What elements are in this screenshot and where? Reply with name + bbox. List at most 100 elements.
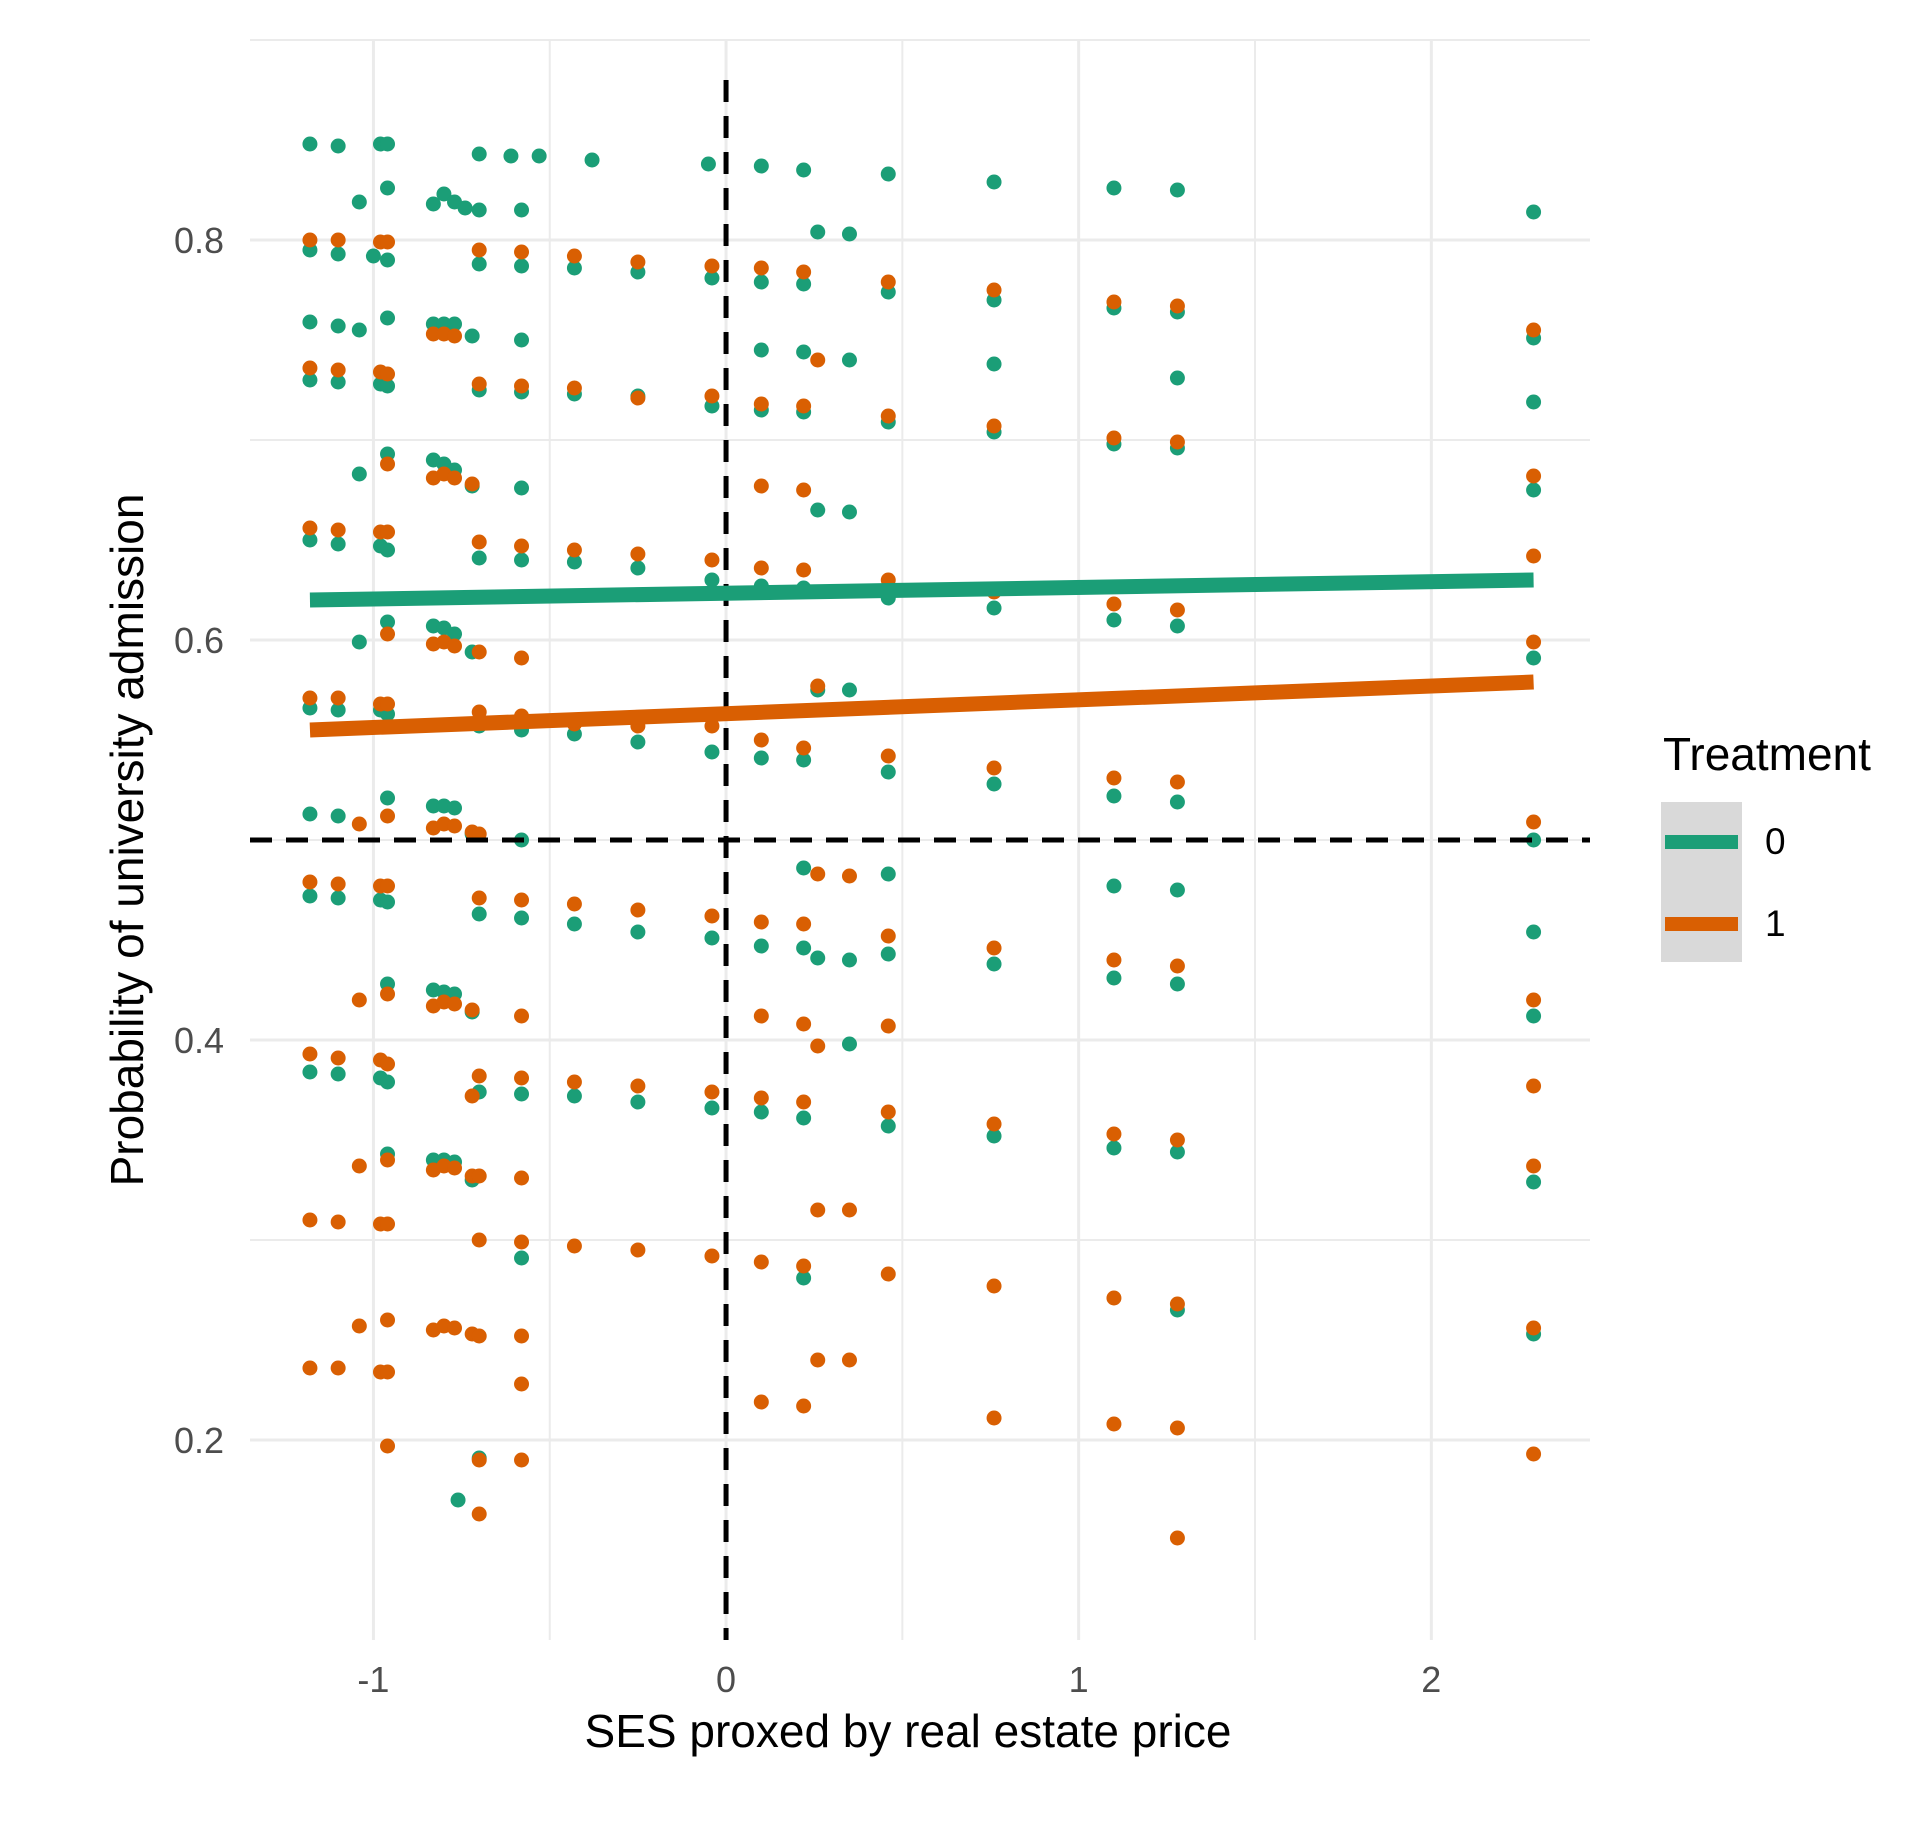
point-series-0 xyxy=(457,200,473,216)
point-series-0 xyxy=(531,148,547,164)
point-series-1 xyxy=(471,1506,487,1522)
point-series-1 xyxy=(330,1360,346,1376)
point-series-1 xyxy=(471,1068,487,1084)
point-series-1 xyxy=(630,390,646,406)
point-series-0 xyxy=(566,1088,582,1104)
point-series-0 xyxy=(796,1110,812,1126)
point-series-1 xyxy=(986,282,1002,298)
point-series-0 xyxy=(566,916,582,932)
point-series-1 xyxy=(566,542,582,558)
point-series-0 xyxy=(1169,794,1185,810)
point-series-1 xyxy=(1169,1420,1185,1436)
point-series-1 xyxy=(302,874,318,890)
point-series-1 xyxy=(880,1018,896,1034)
point-series-0 xyxy=(380,252,396,268)
point-series-1 xyxy=(464,1002,480,1018)
point-series-0 xyxy=(514,1250,530,1266)
point-series-0 xyxy=(810,224,826,240)
point-series-0 xyxy=(986,356,1002,372)
point-series-1 xyxy=(464,476,480,492)
point-series-0 xyxy=(471,256,487,272)
point-series-0 xyxy=(464,328,480,344)
point-series-1 xyxy=(330,362,346,378)
legend-key-background xyxy=(1661,802,1742,962)
point-series-0 xyxy=(796,344,812,360)
point-series-1 xyxy=(986,940,1002,956)
point-series-0 xyxy=(447,800,463,816)
point-series-1 xyxy=(380,366,396,382)
point-series-1 xyxy=(753,1090,769,1106)
point-series-1 xyxy=(880,748,896,764)
point-series-1 xyxy=(1106,770,1122,786)
point-series-1 xyxy=(447,328,463,344)
point-series-0 xyxy=(753,938,769,954)
point-series-0 xyxy=(1169,1144,1185,1160)
point-series-0 xyxy=(1526,924,1542,940)
point-series-1 xyxy=(380,456,396,472)
point-series-1 xyxy=(630,902,646,918)
point-series-1 xyxy=(986,418,1002,434)
point-series-1 xyxy=(704,718,720,734)
point-series-1 xyxy=(796,1258,812,1274)
point-series-0 xyxy=(1526,394,1542,410)
point-series-1 xyxy=(986,1410,1002,1426)
point-series-1 xyxy=(380,878,396,894)
point-series-1 xyxy=(514,1008,530,1024)
point-series-0 xyxy=(1526,832,1542,848)
point-series-0 xyxy=(566,554,582,570)
point-series-1 xyxy=(471,1232,487,1248)
point-series-1 xyxy=(704,1084,720,1100)
point-series-1 xyxy=(514,892,530,908)
point-series-0 xyxy=(351,194,367,210)
point-series-0 xyxy=(841,1036,857,1052)
point-series-0 xyxy=(380,136,396,152)
point-series-1 xyxy=(704,908,720,924)
point-series-1 xyxy=(753,1394,769,1410)
point-series-0 xyxy=(810,502,826,518)
point-series-0 xyxy=(630,1094,646,1110)
point-series-0 xyxy=(514,910,530,926)
point-series-1 xyxy=(630,1078,646,1094)
point-series-0 xyxy=(302,888,318,904)
point-series-1 xyxy=(1526,634,1542,650)
point-series-1 xyxy=(471,376,487,392)
point-series-1 xyxy=(566,1074,582,1090)
x-tick-label: 0 xyxy=(716,1659,736,1700)
point-series-1 xyxy=(1106,294,1122,310)
point-series-1 xyxy=(986,1116,1002,1132)
point-series-1 xyxy=(302,690,318,706)
point-series-1 xyxy=(447,1320,463,1336)
point-series-1 xyxy=(796,562,812,578)
point-series-0 xyxy=(380,542,396,558)
point-series-1 xyxy=(514,1234,530,1250)
point-series-1 xyxy=(380,1438,396,1454)
point-series-1 xyxy=(471,1452,487,1468)
point-series-1 xyxy=(351,1318,367,1334)
y-axis-title: Probability of university admission xyxy=(101,494,153,1187)
point-series-0 xyxy=(1106,180,1122,196)
point-series-1 xyxy=(796,482,812,498)
x-axis-title: SES proxed by real estate price xyxy=(585,1705,1232,1757)
point-series-1 xyxy=(1526,1158,1542,1174)
point-series-0 xyxy=(302,806,318,822)
tick-labels: -1 0 1 2 0.2 0.4 0.6 0.8 xyxy=(174,220,1441,1700)
point-series-0 xyxy=(425,798,441,814)
point-series-1 xyxy=(753,732,769,748)
legend-label-1: 1 xyxy=(1765,903,1786,944)
legend-title: Treatment xyxy=(1663,728,1871,780)
point-series-1 xyxy=(514,1376,530,1392)
point-series-0 xyxy=(880,166,896,182)
point-series-0 xyxy=(447,316,463,332)
point-series-1 xyxy=(514,1328,530,1344)
point-series-1 xyxy=(514,244,530,260)
point-series-0 xyxy=(503,148,519,164)
point-series-0 xyxy=(514,332,530,348)
point-series-1 xyxy=(841,1352,857,1368)
point-series-1 xyxy=(1106,1126,1122,1142)
point-series-0 xyxy=(1526,204,1542,220)
point-series-1 xyxy=(425,326,441,342)
point-series-0 xyxy=(514,258,530,274)
point-series-1 xyxy=(630,254,646,270)
point-series-0 xyxy=(330,1066,346,1082)
point-series-1 xyxy=(1526,1078,1542,1094)
